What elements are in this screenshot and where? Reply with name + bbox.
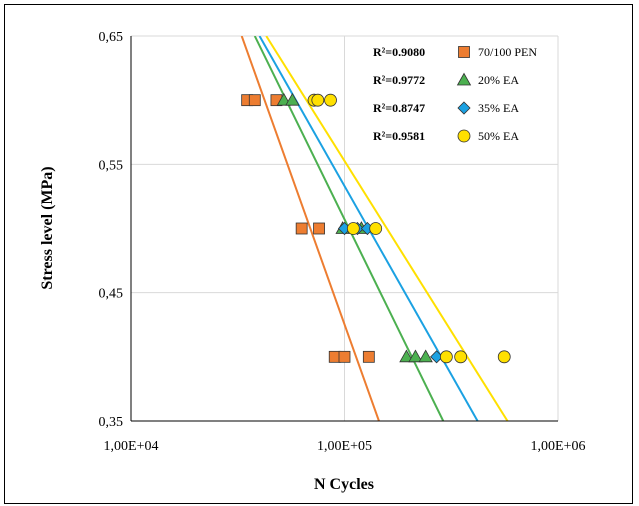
data-point-circle xyxy=(454,350,468,364)
data-point-circle xyxy=(369,222,383,235)
legend-marker-circle xyxy=(457,129,471,143)
y-axis-title: Stress level (MPa) xyxy=(39,166,56,289)
data-point-circle xyxy=(497,350,511,364)
y-tick-label: 0,55 xyxy=(99,158,124,173)
x-tick-label: 1,00E+05 xyxy=(317,439,372,454)
data-point-circle xyxy=(311,93,325,107)
axes xyxy=(130,36,558,422)
y-tick-label: 0,45 xyxy=(99,287,124,302)
trendline-square xyxy=(240,36,380,421)
data-point-triangle xyxy=(408,349,423,363)
data-point-triangle xyxy=(399,349,414,363)
r2-label: R²=0.8747 xyxy=(373,101,425,115)
data-point-square xyxy=(295,222,308,235)
trendline-circle xyxy=(265,36,509,421)
tick-labels: 0,35 0,45 0,55 0,65 1,00E+04 1,00E+05 1,00E+06 xyxy=(99,30,586,454)
r2-label: R²=0.9080 xyxy=(373,45,425,59)
y-tick-label: 0,65 xyxy=(99,30,124,45)
data-point-square xyxy=(248,94,261,107)
data-point-triangle xyxy=(418,349,433,363)
r2-label: R²=0.9772 xyxy=(373,73,425,87)
data-point-circle xyxy=(439,350,453,364)
data-point-square xyxy=(338,350,351,363)
data-point-triangle xyxy=(285,92,300,106)
data-point-square xyxy=(328,350,341,363)
legend-label: 20% EA xyxy=(478,73,519,87)
data-point-square xyxy=(313,222,325,235)
legend-label: 70/100 PEN xyxy=(478,45,537,59)
data-point-circle xyxy=(346,222,360,235)
legend-label: 50% EA xyxy=(478,129,519,143)
legend-marker-triangle xyxy=(456,72,472,86)
x-tick-label: 1,00E+04 xyxy=(104,439,159,454)
data-points xyxy=(241,92,511,364)
x-axis-title: N Cycles xyxy=(314,476,374,493)
data-point-square xyxy=(362,350,375,363)
legend-marker-square xyxy=(458,46,470,58)
r2-label: R²=0.9581 xyxy=(373,129,425,143)
x-tick-label: 1,00E+06 xyxy=(531,439,586,454)
legend: R²=0.9080 70/100 PEN R²=0.9772 20% EA R²=0.8… xyxy=(373,45,537,143)
y-tick-label: 0,35 xyxy=(99,415,124,430)
legend-label: 35% EA xyxy=(478,101,519,115)
data-point-circle xyxy=(324,93,337,107)
legend-marker-diamond xyxy=(457,101,471,115)
